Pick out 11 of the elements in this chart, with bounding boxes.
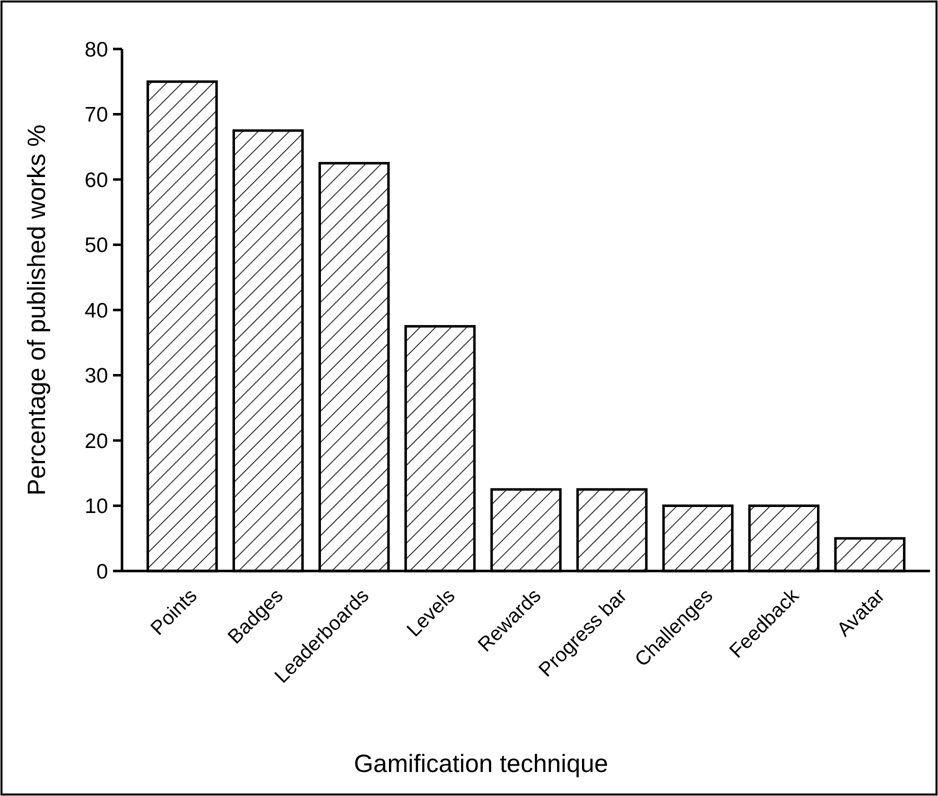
x-axis-title: Gamification technique bbox=[354, 750, 608, 778]
y-tick-label: 20 bbox=[84, 430, 108, 453]
y-tick-label: 10 bbox=[84, 495, 108, 518]
y-tick-label: 0 bbox=[96, 560, 108, 584]
y-tick-label: 50 bbox=[84, 234, 108, 258]
y-tick-label: 80 bbox=[84, 38, 108, 62]
y-axis-title: Percentage of published works % bbox=[23, 124, 51, 496]
y-tick-label: 70 bbox=[84, 104, 108, 127]
y-tick-label: 30 bbox=[84, 364, 108, 388]
y-tick-label: 60 bbox=[84, 168, 108, 192]
y-tick-label: 40 bbox=[84, 299, 108, 322]
